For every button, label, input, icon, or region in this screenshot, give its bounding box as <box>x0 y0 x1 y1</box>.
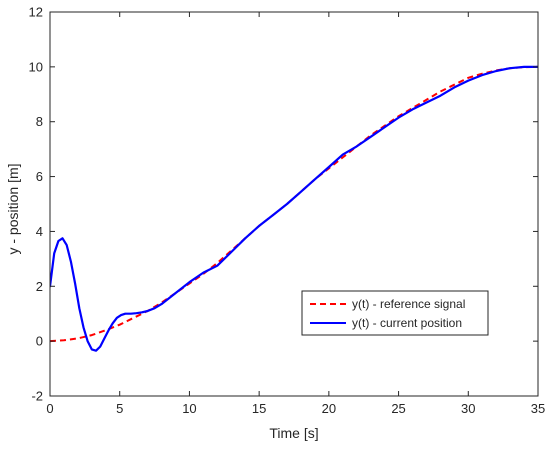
y-tick-label: 6 <box>36 169 43 184</box>
axes-box <box>49 11 539 397</box>
legend-box <box>301 290 489 336</box>
x-tick-label: 35 <box>531 401 545 416</box>
series-group <box>50 65 538 352</box>
y-tick-label: 8 <box>36 114 43 129</box>
x-tick-label: 0 <box>46 401 53 416</box>
legend: y(t) - reference signal y(t) - current po… <box>301 290 489 336</box>
x-tick-label: 20 <box>322 401 336 416</box>
x-tick-label: 10 <box>182 401 196 416</box>
y-tick-label: 10 <box>29 59 43 74</box>
x-axis-label: Time [s] <box>269 425 318 441</box>
series-line-current-position <box>50 65 538 352</box>
plot-layer <box>50 65 538 352</box>
x-tick-label: 15 <box>252 401 266 416</box>
x-tick-label: 30 <box>461 401 475 416</box>
x-tick-label: 5 <box>116 401 123 416</box>
series-line-reference-signal <box>50 65 538 343</box>
x-tick-label: 25 <box>391 401 405 416</box>
y-tick-label: 2 <box>36 279 43 294</box>
y-axis-label: y - position [m] <box>5 163 21 254</box>
y-tick-label: 12 <box>29 5 43 20</box>
y-tick-label: 4 <box>36 224 43 239</box>
y-tick-label: 0 <box>36 334 43 349</box>
y-tick-label: -2 <box>31 389 43 404</box>
legend-label-reference-signal: y(t) - reference signal <box>352 297 465 311</box>
legend-label-current-position: y(t) - current position <box>352 316 462 330</box>
